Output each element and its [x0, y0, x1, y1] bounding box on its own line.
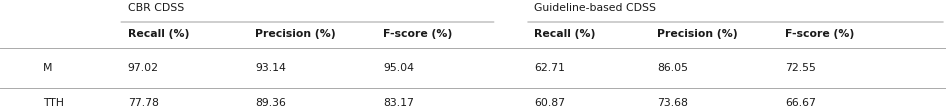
Text: 72.55: 72.55 [785, 63, 816, 73]
Text: 93.14: 93.14 [255, 63, 287, 73]
Text: 62.71: 62.71 [534, 63, 566, 73]
Text: Recall (%): Recall (%) [534, 29, 596, 39]
Text: F-score (%): F-score (%) [383, 29, 452, 39]
Text: M: M [43, 63, 52, 73]
Text: 86.05: 86.05 [657, 63, 689, 73]
Text: 95.04: 95.04 [383, 63, 414, 73]
Text: Precision (%): Precision (%) [255, 29, 336, 39]
Text: 77.78: 77.78 [128, 98, 159, 108]
Text: Precision (%): Precision (%) [657, 29, 738, 39]
Text: 83.17: 83.17 [383, 98, 414, 108]
Text: Recall (%): Recall (%) [128, 29, 189, 39]
Text: CBR CDSS: CBR CDSS [128, 3, 184, 13]
Text: 60.87: 60.87 [534, 98, 566, 108]
Text: F-score (%): F-score (%) [785, 29, 854, 39]
Text: Guideline-based CDSS: Guideline-based CDSS [534, 3, 657, 13]
Text: 89.36: 89.36 [255, 98, 287, 108]
Text: 97.02: 97.02 [128, 63, 159, 73]
Text: 66.67: 66.67 [785, 98, 816, 108]
Text: TTH: TTH [43, 98, 63, 108]
Text: 73.68: 73.68 [657, 98, 689, 108]
